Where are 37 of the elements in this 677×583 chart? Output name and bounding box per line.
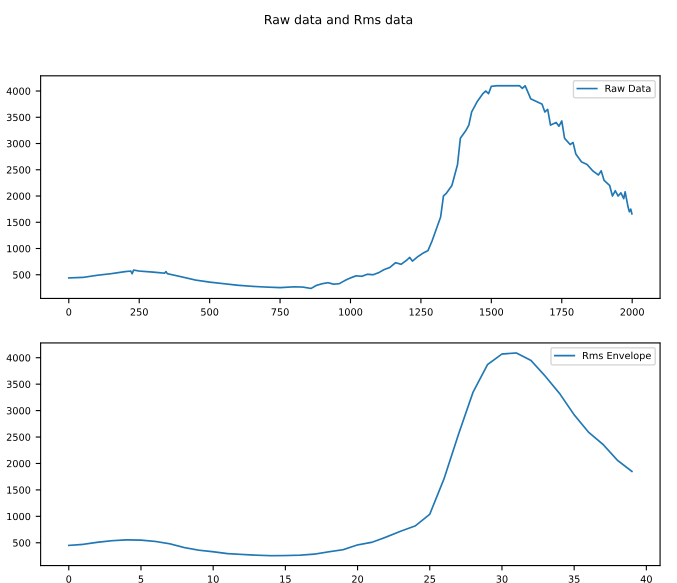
y-tick-label: 1500 xyxy=(7,218,30,226)
x-tick-label: 0 xyxy=(66,575,72,583)
y-tick-label: 1000 xyxy=(7,244,30,252)
y-tick-label: 2000 xyxy=(6,460,30,468)
x-tick-label: 750 xyxy=(272,308,289,316)
y-tick-label: 1000 xyxy=(7,512,30,520)
x-tick-label: 20 xyxy=(352,575,364,583)
x-tick-label: 30 xyxy=(496,575,508,583)
legend-label: Rms Envelope xyxy=(583,352,651,362)
x-tick-label: 35 xyxy=(568,575,580,583)
x-tick-label: 250 xyxy=(130,308,148,316)
y-tick-label: 2500 xyxy=(6,434,30,441)
y-tick-label: 500 xyxy=(13,539,30,547)
y-tick-label: 500 xyxy=(13,271,30,279)
x-tick-label: 1500 xyxy=(480,308,504,316)
y-tick-label: 1500 xyxy=(7,486,30,494)
chart-title: Raw data and Rms data xyxy=(265,14,412,24)
x-tick-label: 1250 xyxy=(410,308,433,316)
y-tick-label: 4000 xyxy=(6,87,30,95)
legend-label: Raw Data xyxy=(606,84,650,92)
x-tick-label: 5 xyxy=(138,576,144,583)
y-tick-label: 2500 xyxy=(6,166,30,174)
y-tick-label: 3500 xyxy=(6,380,30,388)
x-tick-label: 0 xyxy=(66,308,72,316)
x-tick-label: 1750 xyxy=(550,308,574,316)
y-tick-label: 3000 xyxy=(6,407,30,414)
y-tick-label: 4000 xyxy=(6,354,30,362)
x-tick-label: 15 xyxy=(280,576,291,583)
y-tick-label: 3000 xyxy=(6,140,30,148)
y-tick-label: 2000 xyxy=(6,192,30,200)
x-tick-label: 25 xyxy=(424,575,436,583)
x-tick-label: 40 xyxy=(640,575,652,583)
y-tick-label: 3500 xyxy=(6,114,30,122)
x-tick-label: 1000 xyxy=(339,308,362,316)
x-tick-label: 500 xyxy=(201,308,218,316)
x-tick-label: 10 xyxy=(208,575,219,583)
x-tick-label: 2000 xyxy=(620,308,644,316)
